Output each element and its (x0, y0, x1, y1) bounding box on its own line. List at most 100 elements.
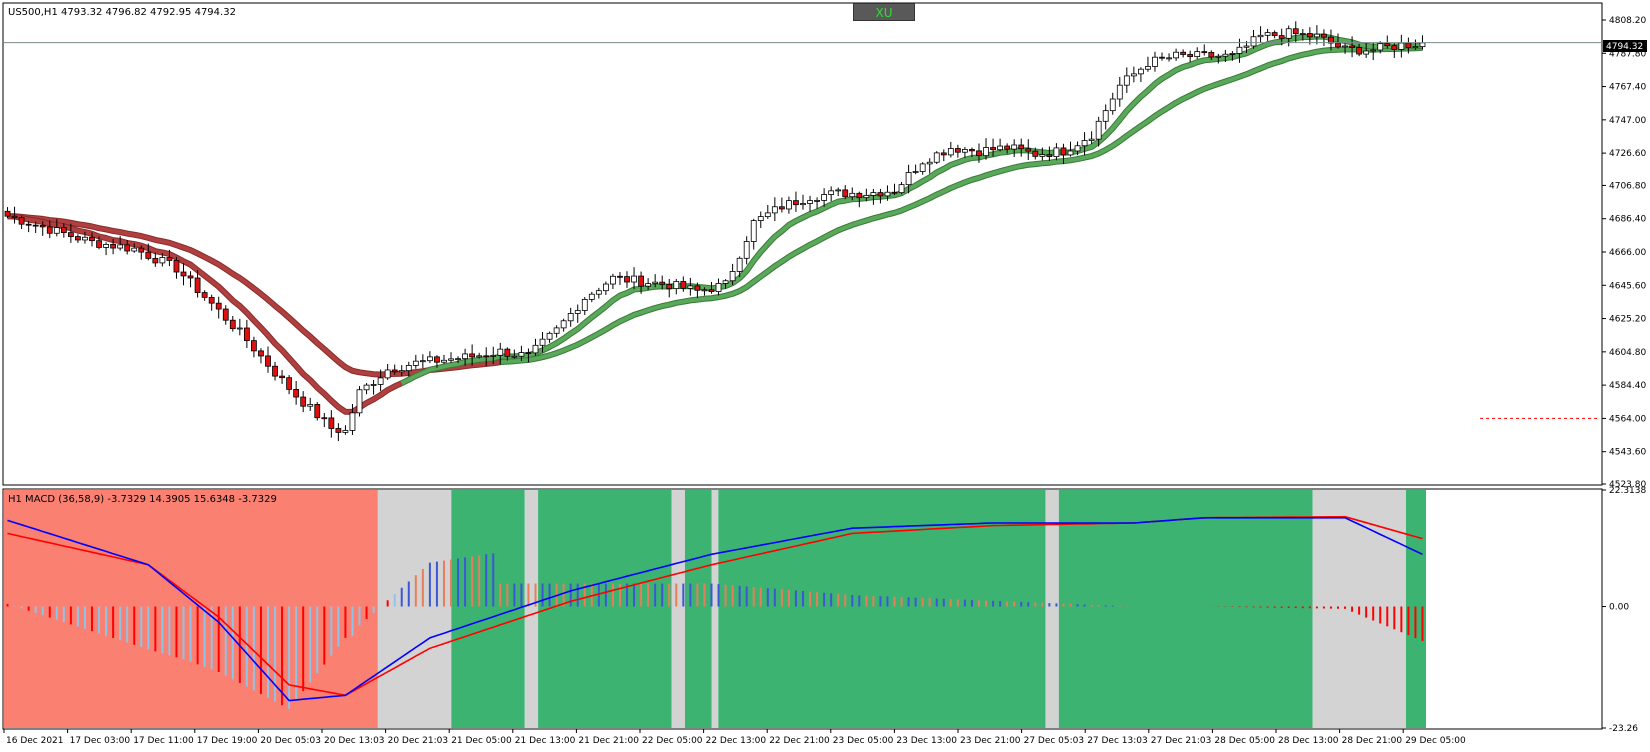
candle (314, 404, 321, 419)
candle (870, 192, 877, 196)
candle (215, 302, 222, 310)
main-pane[interactable] (2, 2, 1603, 486)
candle (828, 190, 835, 195)
candle (638, 275, 644, 287)
y-tick-label: 4706.80 (1609, 181, 1646, 191)
candle (1130, 73, 1137, 77)
xu-button[interactable]: XU (853, 3, 915, 21)
candle (272, 365, 278, 377)
x-tick-label: 16 Dec 2021 (6, 736, 64, 746)
candle (1257, 34, 1264, 38)
candle (11, 215, 18, 219)
candle (398, 370, 405, 373)
candle (821, 194, 828, 201)
candle (342, 430, 349, 433)
candle (736, 257, 743, 272)
candle (370, 384, 377, 386)
candle (321, 417, 328, 420)
candle (384, 369, 391, 379)
main-header: US500,H1 4793.32 4796.82 4792.95 4794.32 (8, 7, 236, 18)
candle (905, 172, 912, 186)
x-tick-label: 27 Dec 21:03 (1151, 736, 1212, 746)
candle (1109, 98, 1116, 112)
y-tick-label: 4543.60 (1609, 448, 1646, 458)
candle (405, 365, 412, 372)
x-tick-label: 23 Dec 05:00 (833, 736, 894, 746)
candle (1384, 43, 1391, 47)
candle (983, 147, 989, 157)
macd-header: H1 MACD (36,58,9) -3.7329 14.3905 15.634… (8, 494, 277, 505)
candle (912, 171, 919, 173)
candle (1152, 56, 1158, 67)
candle (1067, 150, 1074, 156)
candle (307, 404, 314, 407)
candle (560, 320, 567, 329)
candle (652, 281, 659, 284)
y-tick-label: 4686.40 (1609, 215, 1646, 225)
candle (574, 310, 581, 314)
candle (1377, 43, 1384, 51)
candle (265, 355, 271, 367)
candle (1081, 140, 1088, 147)
candle (1405, 42, 1412, 48)
candle (328, 417, 335, 429)
candle (786, 200, 792, 210)
candle (1306, 33, 1313, 38)
candle (1321, 33, 1327, 38)
candle (1060, 147, 1067, 156)
x-tick-label: 27 Dec 13:03 (1087, 736, 1148, 746)
candle (131, 247, 138, 252)
candle (1412, 46, 1419, 49)
y-tick-label: 4747.00 (1609, 116, 1646, 126)
candle (426, 356, 433, 362)
current-price-label: 4794.32 (1606, 42, 1643, 52)
candle (25, 223, 32, 226)
candle (75, 236, 81, 241)
x-tick-label: 20 Dec 21:03 (388, 736, 449, 746)
x-tick-label: 17 Dec 03:00 (70, 736, 131, 746)
candle (279, 375, 285, 379)
candle (631, 275, 637, 283)
candle (1018, 144, 1025, 150)
candle (60, 227, 67, 234)
candle (243, 327, 250, 342)
candle (96, 240, 102, 248)
candle (778, 206, 785, 210)
candle (525, 352, 532, 354)
candle (335, 428, 342, 433)
candle (511, 355, 518, 358)
candle (807, 200, 813, 204)
candle (356, 389, 363, 414)
candle (997, 145, 1004, 151)
y-tick-label: 4523.80 (1609, 480, 1646, 490)
candle (363, 384, 370, 391)
candle (377, 377, 384, 385)
candle (680, 281, 687, 289)
candle (624, 276, 630, 283)
x-tick-label: 21 Dec 13:00 (515, 736, 576, 746)
candle (1194, 51, 1201, 58)
candle (1250, 36, 1257, 47)
macd-band (671, 490, 685, 728)
candle (187, 275, 194, 279)
candle (1053, 147, 1060, 158)
y-tick-label: 4625.20 (1609, 315, 1646, 325)
x-tick-label: 28 Dec 13:00 (1278, 736, 1339, 746)
candle (708, 289, 715, 292)
candle (567, 313, 574, 322)
candle (462, 353, 468, 360)
y-axis-macd: 22.3138 0.00 -23.26 (1602, 486, 1646, 734)
macd-band (377, 490, 452, 728)
candle (659, 281, 666, 285)
candle (103, 243, 109, 248)
candle (82, 236, 88, 241)
candle (793, 200, 799, 206)
candle (173, 260, 180, 273)
candle (933, 152, 940, 163)
y-tick-label: 0.00 (1609, 603, 1629, 613)
candle (532, 344, 539, 354)
candle (1173, 51, 1179, 59)
candle (1159, 56, 1165, 59)
y-tick-label: 4808.20 (1609, 16, 1646, 26)
